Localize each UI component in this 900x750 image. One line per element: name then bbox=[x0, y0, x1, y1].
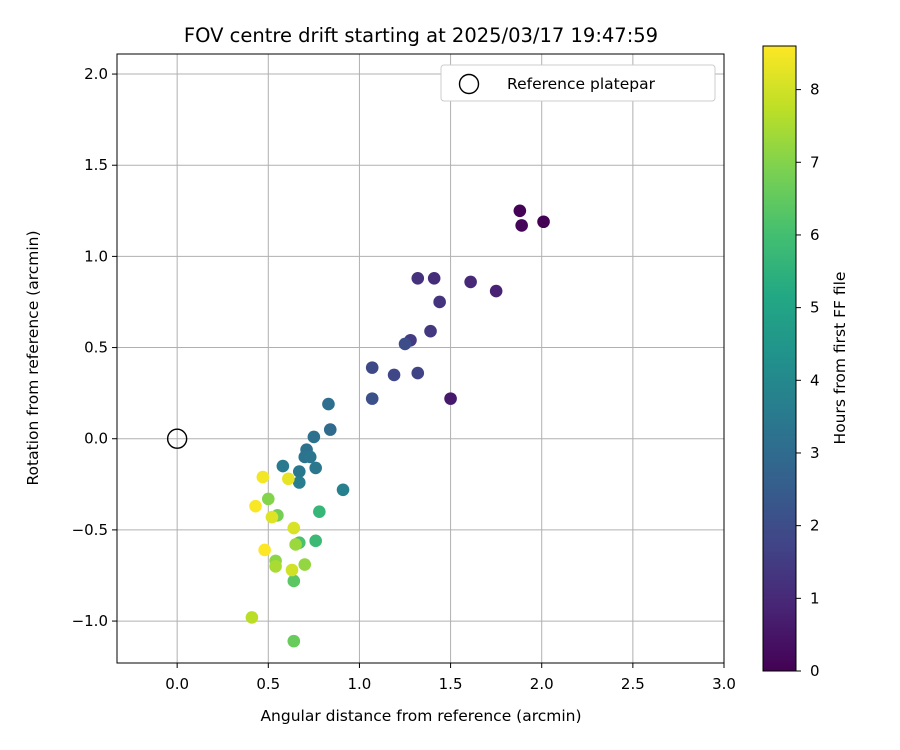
colorbar-gradient bbox=[762, 45, 797, 672]
legend-marker-icon bbox=[458, 73, 480, 95]
data-point bbox=[261, 492, 275, 506]
x-tick-label: 1.0 bbox=[348, 675, 372, 693]
data-point bbox=[398, 337, 412, 351]
y-axis-label: Rotation from reference (arcmin) bbox=[24, 230, 42, 485]
data-point bbox=[298, 558, 312, 571]
data-point bbox=[287, 521, 301, 535]
data-point bbox=[323, 423, 337, 436]
data-point bbox=[336, 483, 350, 497]
x-tick-label: 0.0 bbox=[165, 675, 189, 693]
data-point bbox=[464, 275, 477, 289]
data-point bbox=[411, 271, 425, 285]
data-point bbox=[365, 392, 379, 405]
data-point bbox=[249, 499, 262, 513]
y-tick-label: 0.0 bbox=[84, 430, 108, 448]
data-point bbox=[285, 563, 299, 577]
data-point bbox=[303, 450, 317, 464]
data-point bbox=[282, 472, 295, 486]
x-tick-label: 0.5 bbox=[256, 675, 280, 693]
data-points bbox=[245, 204, 550, 648]
data-point bbox=[433, 295, 446, 309]
data-point bbox=[309, 534, 322, 548]
colorbar-label: Hours from first FF file bbox=[831, 272, 849, 445]
y-tick-label: −1.0 bbox=[72, 612, 108, 630]
plot-frame bbox=[116, 53, 725, 664]
colorbar-tick-label: 7 bbox=[810, 153, 820, 171]
data-point bbox=[427, 271, 441, 285]
x-tick-label: 2.5 bbox=[621, 675, 645, 693]
data-point bbox=[309, 461, 322, 475]
data-point bbox=[322, 397, 335, 411]
colorbar-tick-label: 2 bbox=[810, 517, 820, 535]
legend-entry-reference-platepar: Reference platepar bbox=[507, 75, 656, 93]
y-tick-label: 0.5 bbox=[84, 339, 108, 357]
y-tick-label: 1.0 bbox=[84, 247, 108, 265]
data-point bbox=[258, 543, 271, 557]
data-point bbox=[424, 324, 437, 338]
x-axis-ticks: 0.0 0.5 1.0 1.5 2.0 2.5 3.0 bbox=[165, 663, 736, 693]
x-axis-label: Angular distance from reference (arcmin) bbox=[260, 707, 581, 725]
data-point bbox=[276, 459, 290, 473]
reference-platepar-marker bbox=[166, 428, 188, 449]
data-point bbox=[289, 538, 302, 551]
data-point bbox=[515, 219, 528, 232]
colorbar-tick-label: 8 bbox=[810, 81, 820, 99]
colorbar-tick-label: 4 bbox=[810, 371, 820, 389]
y-tick-label: 1.5 bbox=[84, 156, 108, 174]
colorbar-tick-label: 0 bbox=[810, 662, 820, 680]
data-point bbox=[313, 505, 326, 518]
x-tick-label: 3.0 bbox=[712, 675, 736, 693]
data-point bbox=[245, 611, 259, 624]
colorbar-tick-label: 3 bbox=[810, 444, 820, 462]
data-point bbox=[265, 510, 279, 524]
data-point bbox=[489, 284, 503, 298]
x-tick-label: 1.5 bbox=[439, 675, 463, 693]
data-point bbox=[387, 368, 401, 382]
colorbar-tick-label: 1 bbox=[810, 589, 820, 607]
legend: Reference platepar bbox=[440, 64, 716, 102]
data-point bbox=[365, 361, 379, 374]
data-point bbox=[287, 574, 301, 588]
y-axis-ticks: −1.0 −0.5 0.0 0.5 1.0 1.5 2.0 bbox=[72, 65, 117, 630]
grid-lines bbox=[117, 54, 725, 663]
colorbar-tick-label: 6 bbox=[810, 226, 820, 244]
colorbar: 0 1 2 3 4 5 6 7 8 Hours from first FF file bbox=[762, 45, 849, 680]
x-tick-label: 2.0 bbox=[530, 675, 554, 693]
y-tick-label: −0.5 bbox=[72, 521, 108, 539]
data-point bbox=[292, 465, 306, 478]
data-point bbox=[269, 560, 282, 573]
data-point bbox=[307, 430, 321, 444]
colorbar-tick-label: 5 bbox=[810, 299, 820, 317]
y-tick-label: 2.0 bbox=[84, 65, 108, 83]
chart-title: FOV centre drift starting at 2025/03/17 … bbox=[184, 24, 658, 47]
data-point bbox=[287, 634, 301, 648]
data-point bbox=[292, 476, 306, 489]
data-point bbox=[537, 215, 550, 229]
colorbar-ticks: 0 1 2 3 4 5 6 7 8 bbox=[796, 81, 820, 680]
data-point bbox=[256, 470, 270, 484]
data-point bbox=[513, 204, 527, 218]
data-point bbox=[411, 366, 425, 380]
legend-box bbox=[440, 64, 716, 102]
data-point bbox=[444, 392, 457, 405]
